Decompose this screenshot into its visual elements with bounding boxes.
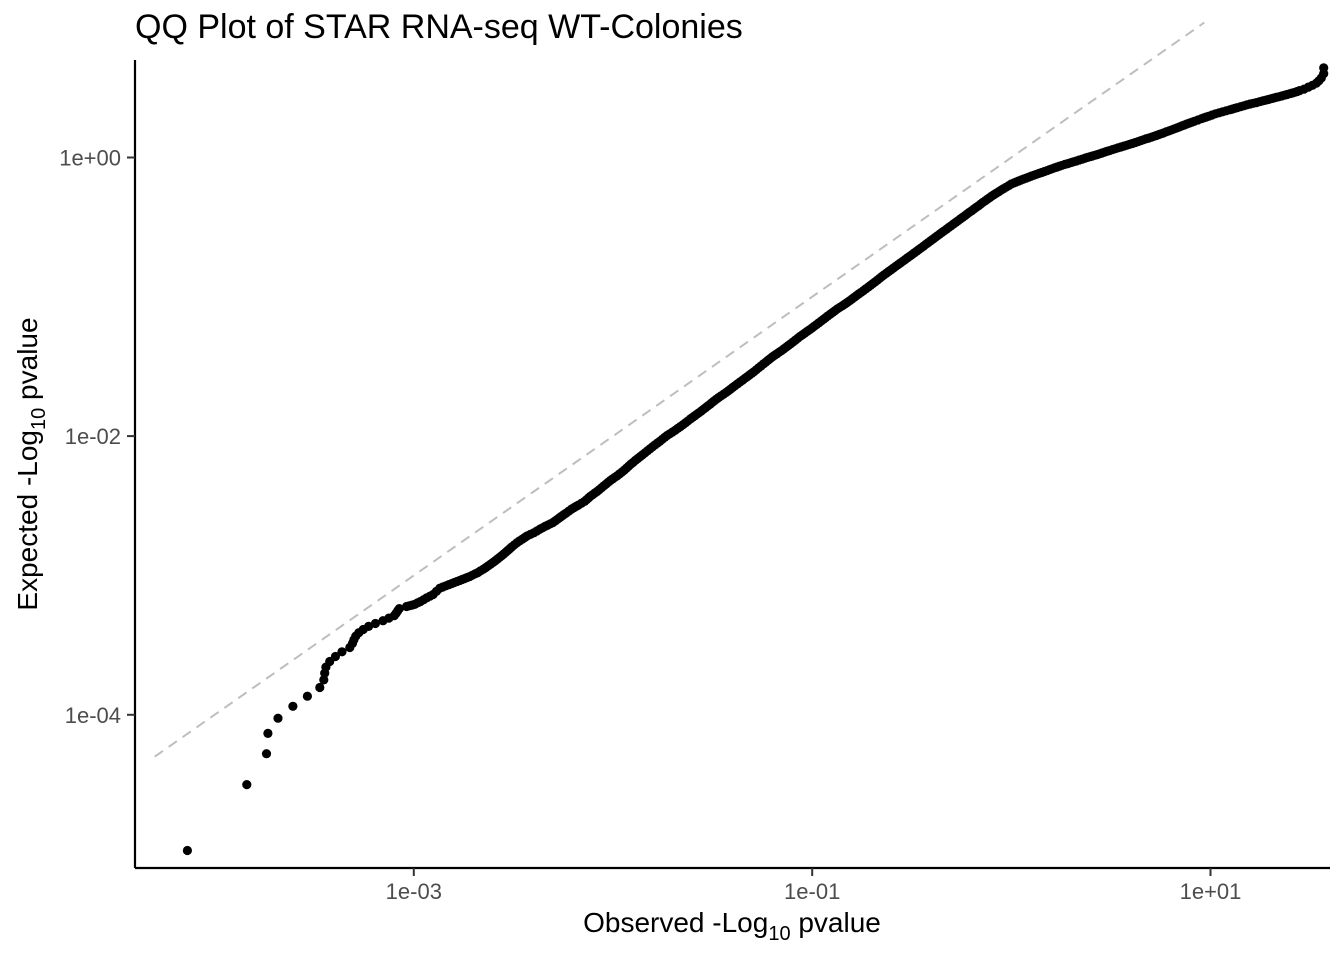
x-axis-label-subscript: 10 — [768, 923, 790, 945]
x-axis-label: Observed -Log10 pvalue — [583, 907, 881, 945]
x-tick-label: 1e-01 — [784, 879, 840, 904]
data-point — [315, 682, 325, 693]
data-point — [330, 651, 340, 662]
y-tick-label: 1e-04 — [65, 703, 121, 728]
data-point — [319, 675, 329, 685]
y-axis-ticks: 1e-04 1e-02 1e+00 — [59, 146, 135, 728]
data-point — [1319, 63, 1329, 73]
data-point — [242, 780, 252, 790]
data-point — [261, 749, 272, 759]
data-point — [273, 713, 283, 723]
x-tick-label: 1e+01 — [1180, 879, 1242, 904]
reference-line — [154, 21, 1205, 758]
y-tick-label: 1e-02 — [65, 424, 121, 449]
y-tick-label: 1e+00 — [59, 146, 121, 171]
reference-line-layer — [154, 21, 1205, 758]
data-point — [263, 728, 273, 739]
x-axis-label-suffix: pvalue — [791, 907, 881, 938]
data-point — [182, 845, 192, 856]
y-axis-label: Expected -Log10 pvalue — [12, 317, 50, 610]
y-axis-label-subscript: 10 — [28, 408, 50, 430]
x-tick-label: 1e-03 — [386, 879, 442, 904]
data-point — [337, 647, 347, 657]
y-axis-label-prefix: Expected -Log — [12, 430, 43, 611]
y-axis-label-suffix: pvalue — [12, 317, 43, 407]
x-axis-ticks: 1e-03 1e-01 1e+01 — [386, 868, 1242, 904]
chart-title: QQ Plot of STAR RNA-seq WT-Colonies — [135, 8, 743, 46]
x-axis-label-prefix: Observed -Log — [583, 907, 768, 938]
data-points — [182, 63, 1329, 856]
data-point — [302, 691, 312, 701]
data-point — [394, 604, 404, 614]
data-point — [370, 618, 380, 629]
data-point — [288, 701, 298, 711]
